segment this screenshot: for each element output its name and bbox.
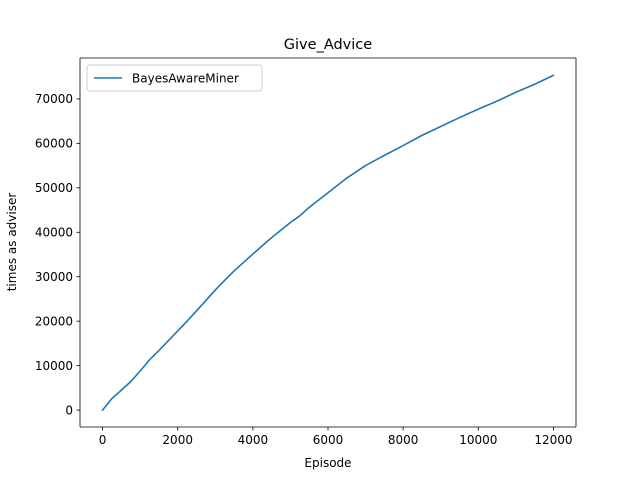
- y-tick-label: 50000: [35, 181, 73, 195]
- legend-box: [86, 64, 263, 92]
- legend: BayesAwareMiner: [86, 64, 263, 92]
- axes: 0 2000 4000 6000 8000 10000 12000 0 10000 20000 30…: [35, 57, 577, 447]
- series-line-0: [101, 74, 555, 412]
- y-tick-label: 30000: [35, 270, 73, 284]
- y-tick-label: 0: [65, 403, 73, 417]
- y-tick-label: 60000: [35, 137, 73, 151]
- x-tick-label: 0: [99, 433, 107, 447]
- x-tick-label: 6000: [313, 433, 344, 447]
- x-tick-label: 4000: [238, 433, 269, 447]
- x-tick-label: 10000: [459, 433, 497, 447]
- y-tick-label: 10000: [35, 359, 73, 373]
- y-tick-label: 70000: [35, 92, 73, 106]
- x-tick-label: 8000: [388, 433, 419, 447]
- x-tick-label: 12000: [534, 433, 572, 447]
- chart-title: Give_Advice: [284, 37, 372, 53]
- x-axis-label: Episode: [304, 456, 351, 470]
- legend-entry-label: BayesAwareMiner: [132, 71, 239, 85]
- x-tick-label: 2000: [162, 433, 193, 447]
- y-tick-label: 20000: [35, 314, 73, 328]
- y-axis-label: times as adviser: [5, 193, 19, 292]
- plot-area: [101, 74, 555, 412]
- y-tick-label: 40000: [35, 226, 73, 240]
